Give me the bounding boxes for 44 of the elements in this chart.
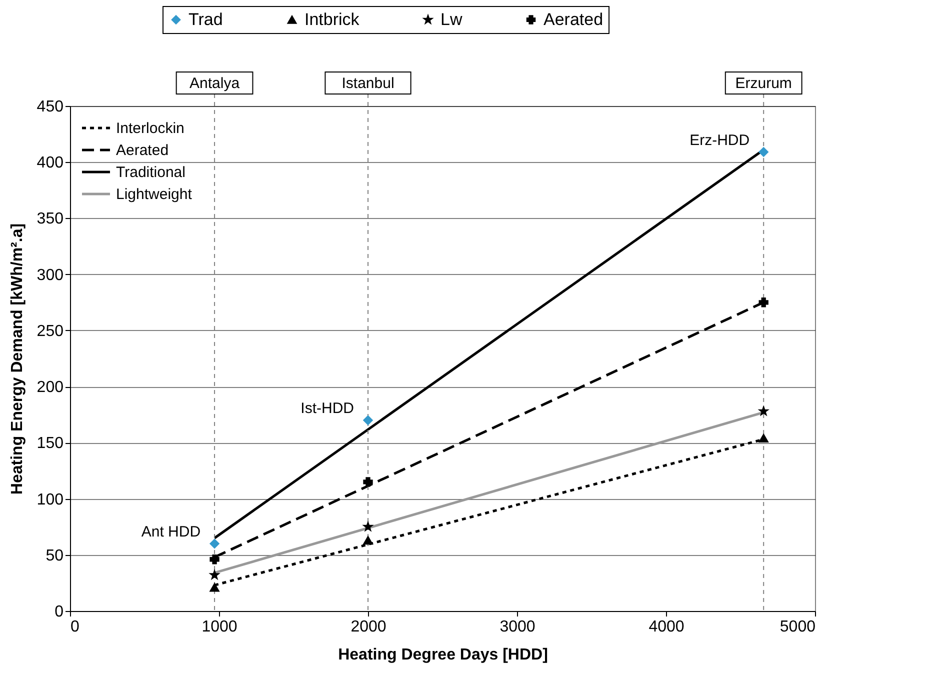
y-tick-label: 300 <box>36 266 64 284</box>
x-tick-label: 2000 <box>350 618 386 636</box>
legend-label: Traditional <box>116 164 186 181</box>
y-tick-label: 100 <box>36 491 64 508</box>
point <box>363 477 373 487</box>
y-tick-label: 150 <box>36 435 64 452</box>
point <box>363 415 373 426</box>
x-axis-title: Heating Degree Days [HDD] <box>338 646 548 664</box>
legend-label: Intbrick <box>304 10 360 29</box>
point <box>758 434 768 442</box>
x-tick-label: 3000 <box>500 618 536 636</box>
y-tick-label: 400 <box>36 154 64 172</box>
legend-label: Aerated <box>544 10 604 29</box>
annotation: Ist-HDD <box>300 400 354 418</box>
point <box>363 522 373 531</box>
legend-label: Lightweight <box>116 186 193 203</box>
legend-label: Aerated <box>116 142 169 159</box>
legend-label: Lw <box>440 10 463 29</box>
y-tick-label: 200 <box>36 379 64 396</box>
y-tick-label: 0 <box>54 604 64 620</box>
point <box>363 536 373 545</box>
y-tick-label: 450 <box>36 98 64 116</box>
y-tick-label: 250 <box>36 322 64 340</box>
legend-label: Trad <box>188 10 223 29</box>
point <box>210 570 220 580</box>
point <box>758 298 768 308</box>
ref-line-label: Antalya <box>190 75 240 92</box>
point <box>758 406 768 416</box>
x-tick-label: 5000 <box>780 618 816 636</box>
annotation: Erz-HDD <box>690 132 750 150</box>
point <box>758 147 768 157</box>
ref-line-label: Istanbul <box>342 75 394 92</box>
y-tick-label: 50 <box>46 547 64 564</box>
point <box>210 583 220 592</box>
y-tick-label: 350 <box>36 210 64 228</box>
x-tick-label: 1000 <box>202 618 238 636</box>
ref-line-label: Erzurum <box>735 75 792 92</box>
annotation: Ant HDD <box>141 524 201 541</box>
point <box>210 538 220 548</box>
x-tick-label: 4000 <box>648 618 684 636</box>
x-tick-label: 0 <box>70 618 80 636</box>
point <box>210 554 220 564</box>
legend-label: Interlockin <box>116 120 184 137</box>
y-axis-title: Heating Energy Demand [kWh/m².a] <box>8 223 26 495</box>
